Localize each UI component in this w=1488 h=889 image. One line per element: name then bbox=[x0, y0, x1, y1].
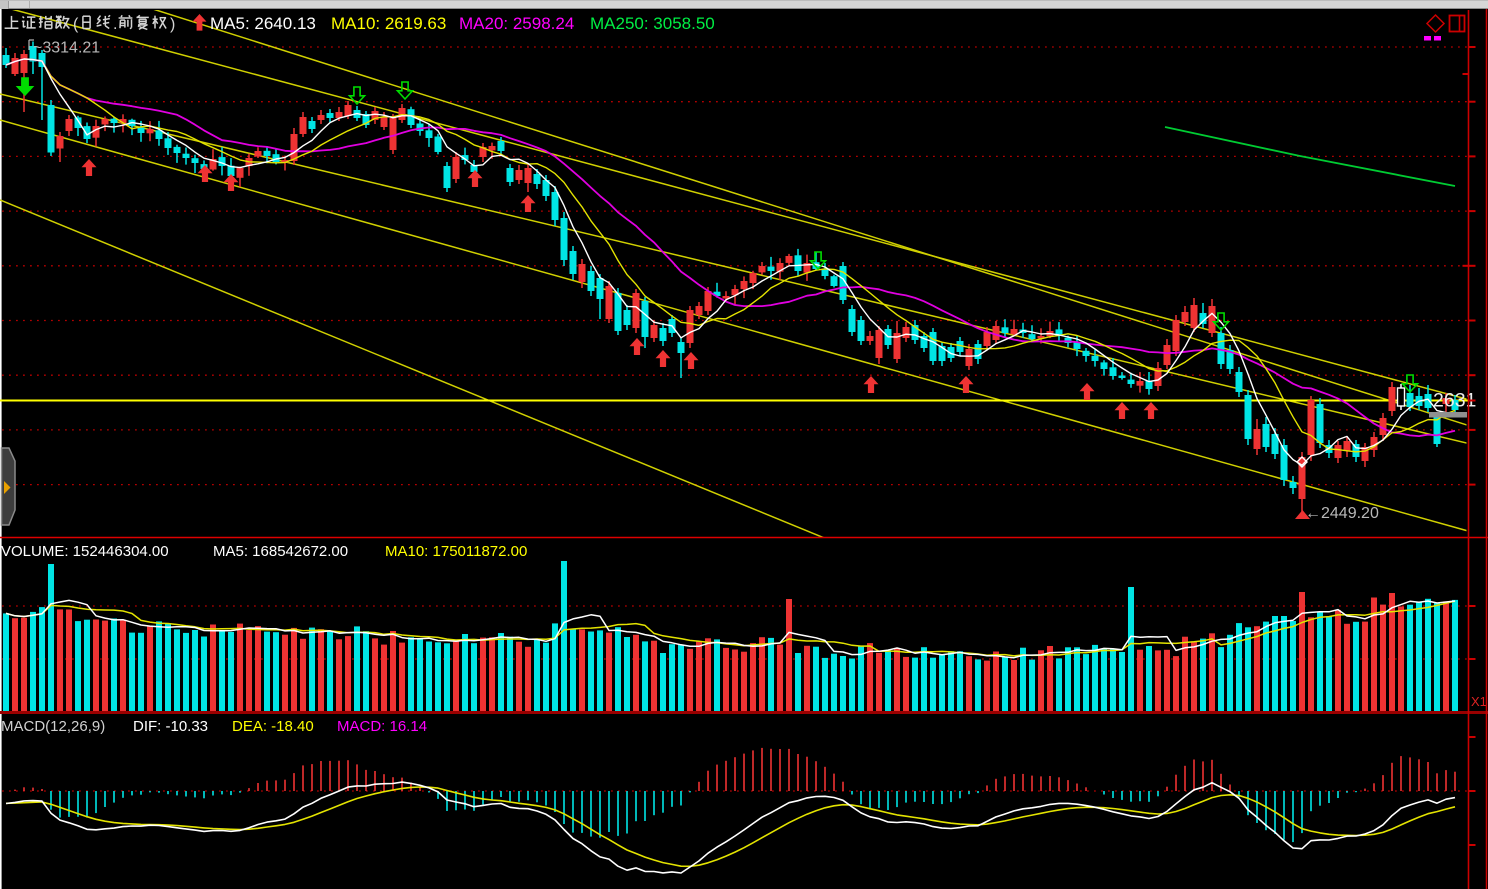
svg-text:MA5: 168542672.00: MA5: 168542672.00 bbox=[213, 543, 348, 560]
svg-text:←2449.20: ←2449.20 bbox=[1305, 505, 1379, 522]
svg-text:DEA: -18.40: DEA: -18.40 bbox=[232, 718, 314, 735]
svg-text:MA20: 2598.24: MA20: 2598.24 bbox=[459, 14, 574, 33]
svg-text:MACD: 16.14: MACD: 16.14 bbox=[337, 718, 427, 735]
svg-text:MA10: 175011872.00: MA10: 175011872.00 bbox=[385, 543, 527, 560]
svg-text:~3314.21: ~3314.21 bbox=[33, 40, 100, 57]
svg-text:MA250: 3058.50: MA250: 3058.50 bbox=[590, 14, 715, 33]
svg-text:MA5: 2640.13: MA5: 2640.13 bbox=[210, 14, 316, 33]
svg-text:DIF: -10.33: DIF: -10.33 bbox=[133, 718, 208, 735]
svg-text:X1: X1 bbox=[1471, 694, 1487, 709]
svg-text:(: ( bbox=[73, 16, 79, 33]
svg-text:MACD(12,26,9): MACD(12,26,9) bbox=[1, 718, 105, 735]
svg-text:.: . bbox=[113, 16, 117, 33]
svg-text:VOLUME: 152446304.00: VOLUME: 152446304.00 bbox=[1, 543, 169, 560]
svg-text:MA10: 2619.63: MA10: 2619.63 bbox=[331, 14, 446, 33]
svg-text:): ) bbox=[170, 16, 175, 33]
svg-text:2631: 2631 bbox=[1433, 390, 1476, 412]
